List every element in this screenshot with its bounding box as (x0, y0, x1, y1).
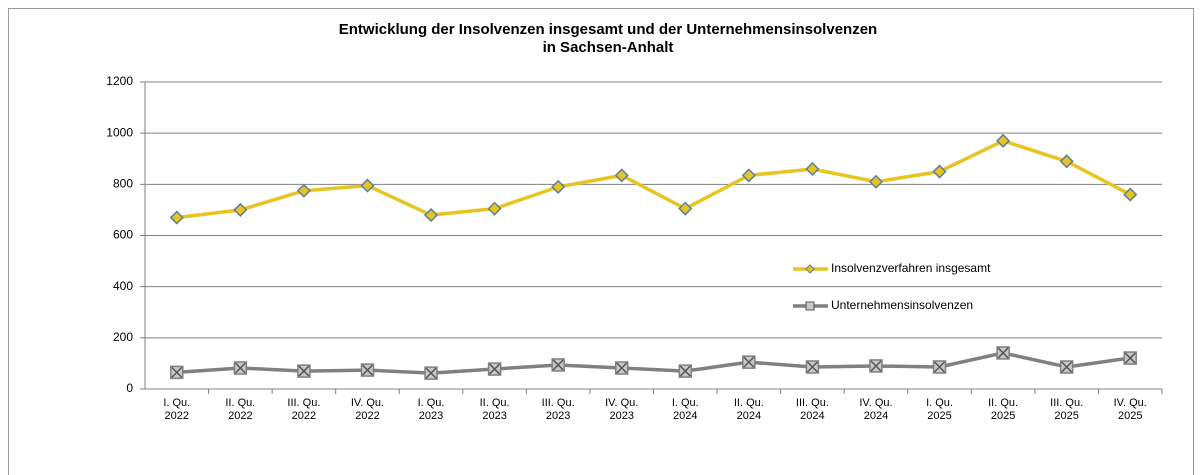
x-tick-label: I. Qu. 2023 (417, 397, 445, 422)
x-tick-label: IV. Qu. 2024 (859, 397, 893, 422)
marker-cross (997, 347, 1009, 359)
data-point (1059, 154, 1074, 169)
x-tick-label: IV. Qu. 2025 (1113, 397, 1147, 422)
x-tick-label: I. Qu. 2025 (926, 397, 953, 422)
marker-cross (298, 365, 310, 377)
legend-label: Insolvenzverfahren insgesamt (831, 261, 991, 275)
data-point (869, 359, 883, 373)
data-point (741, 168, 756, 183)
data-point (1059, 360, 1074, 374)
data-point (424, 366, 438, 380)
chart-title: Entwicklung der Insolvenzen insgesamt un… (339, 21, 877, 38)
y-tick-label: 600 (113, 228, 133, 242)
data-point (932, 360, 947, 374)
data-point (233, 202, 248, 217)
marker-cross (806, 361, 818, 373)
data-point (678, 364, 693, 378)
marker-cross (1061, 361, 1073, 373)
legend-label: Unternehmensinsolvenzen (831, 298, 973, 312)
y-tick-label: 0 (126, 381, 133, 395)
marker-cross (870, 360, 882, 372)
chart-title: in Sachsen-Anhalt (543, 39, 674, 56)
data-point (487, 362, 502, 376)
data-point (360, 363, 375, 377)
data-point (360, 178, 375, 193)
data-point (1123, 187, 1138, 202)
x-tick-label: I. Qu. 2022 (163, 397, 191, 422)
marker-cross (616, 362, 628, 374)
marker-cross (679, 365, 691, 377)
x-tick-label: IV. Qu. 2023 (605, 397, 639, 422)
data-point (170, 365, 184, 380)
data-point (742, 355, 756, 369)
legend-marker (805, 301, 815, 311)
marker-cross (489, 363, 501, 375)
legend-marker (805, 264, 815, 274)
y-tick-label: 1200 (106, 74, 133, 88)
series-line (176, 138, 1132, 220)
data-point (805, 360, 820, 374)
data-point (551, 358, 565, 372)
data-point (1123, 351, 1137, 365)
data-point (551, 179, 566, 194)
data-point (169, 210, 184, 225)
data-point (423, 207, 439, 223)
data-point (805, 161, 820, 177)
marker-cross (234, 362, 246, 374)
marker-cross (425, 367, 437, 379)
x-tick-label: I. Qu. 2024 (671, 397, 699, 422)
x-tick-label: II. Qu. 2024 (733, 397, 764, 422)
data-point (996, 346, 1010, 360)
data-point (297, 364, 311, 378)
marker-cross (552, 359, 564, 371)
data-point (678, 201, 693, 216)
x-tick-label: III. Qu. 2023 (541, 397, 575, 422)
data-point (614, 168, 629, 183)
data-point (868, 174, 884, 189)
data-point (614, 361, 629, 375)
y-tick-label: 400 (113, 279, 133, 293)
data-point (296, 183, 311, 198)
chart-border (8, 8, 1194, 475)
x-tick-label: III. Qu. 2024 (795, 397, 829, 422)
series-line (176, 351, 1131, 375)
marker-cross (1124, 352, 1136, 364)
y-tick-label: 200 (113, 330, 133, 344)
data-point (932, 164, 947, 179)
x-tick-label: III. Qu. 2025 (1050, 397, 1084, 422)
marker-cross (934, 361, 946, 373)
marker-cross (171, 366, 183, 378)
y-tick-label: 800 (113, 177, 133, 191)
marker-cross (361, 364, 373, 376)
x-tick-label: II. Qu. 2023 (479, 397, 510, 422)
x-tick-label: II. Qu. 2022 (225, 397, 256, 422)
data-point (996, 133, 1011, 148)
x-tick-label: II. Qu. 2025 (988, 397, 1019, 422)
marker-cross (743, 356, 755, 368)
y-tick-label: 1000 (106, 125, 133, 139)
x-tick-label: IV. Qu. 2022 (350, 397, 385, 422)
data-point (233, 361, 248, 375)
data-point (487, 201, 502, 216)
x-tick-label: III. Qu. 2022 (287, 397, 321, 422)
